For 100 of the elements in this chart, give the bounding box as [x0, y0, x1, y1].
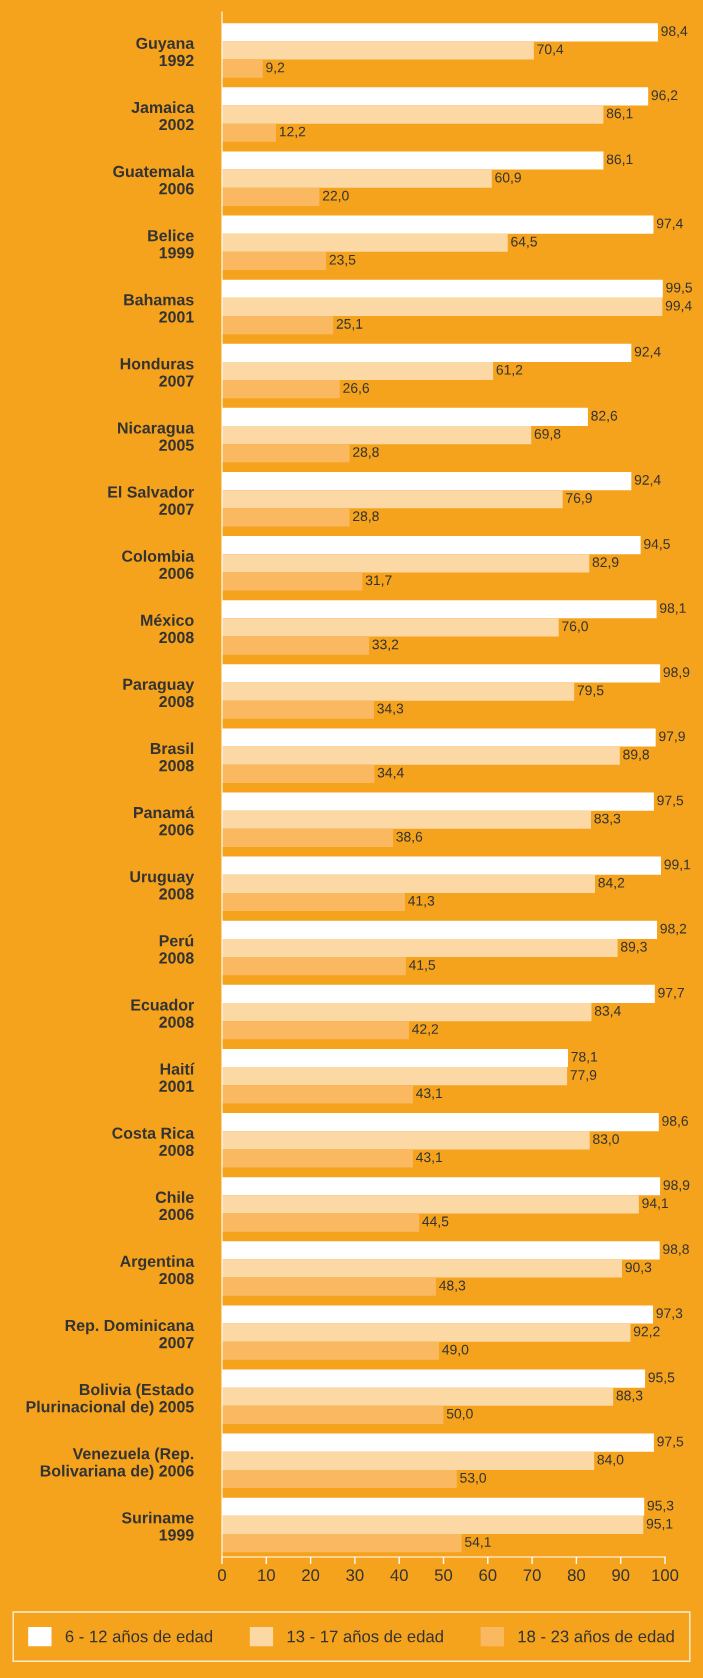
bar [222, 572, 363, 591]
x-tick-label: 90 [612, 1569, 630, 1582]
x-tick-label: 80 [567, 1569, 586, 1582]
bar [222, 618, 559, 637]
data-label: 34,3 [377, 703, 404, 716]
data-label: 98,9 [663, 1180, 690, 1192]
bar [222, 1003, 592, 1022]
bar [222, 828, 393, 848]
bar [222, 105, 604, 124]
data-label: 98,2 [660, 923, 687, 936]
data-label: 26,6 [343, 383, 370, 395]
bar [222, 297, 663, 316]
data-label: 54,1 [465, 1537, 491, 1549]
bar [222, 251, 327, 271]
data-label: 97,5 [657, 795, 684, 807]
y-tick-label: Colombia 2006 [122, 550, 195, 580]
bar [222, 1067, 568, 1086]
bar [222, 938, 618, 958]
data-label: 84,2 [598, 877, 625, 890]
y-tick-label: Perú 2008 [159, 934, 194, 964]
legend-label: 6 - 12 años de edad [65, 1630, 213, 1643]
data-label: 78,1 [571, 1051, 598, 1064]
bar [222, 187, 320, 206]
data-label: 34,4 [377, 767, 404, 780]
bar [222, 315, 334, 335]
data-label: 89,3 [620, 941, 647, 954]
data-label: 98,8 [663, 1244, 689, 1256]
bar [222, 233, 508, 252]
bar [222, 1405, 444, 1424]
bar [222, 700, 374, 719]
x-tick-label: 60 [479, 1569, 497, 1582]
data-label: 92,2 [633, 1326, 660, 1338]
x-tick-label: 0 [218, 1569, 226, 1582]
data-label: 53,0 [460, 1472, 487, 1485]
bar [222, 123, 277, 142]
data-label: 95,1 [646, 1518, 673, 1531]
data-label: 38,6 [396, 831, 423, 844]
bar [222, 59, 263, 78]
y-tick-label: Brasil 2008 [150, 742, 194, 772]
bar [222, 361, 494, 381]
bar [222, 810, 592, 829]
data-label: 83,3 [594, 813, 621, 826]
bar [222, 1085, 413, 1104]
x-tick-label: 100 [652, 1569, 679, 1582]
data-label: 97,4 [656, 218, 683, 230]
data-label: 97,7 [658, 987, 684, 1000]
x-tick-label: 40 [390, 1569, 408, 1582]
data-label: 92,4 [634, 474, 661, 487]
data-label: 31,7 [365, 575, 392, 587]
data-label: 99,5 [666, 282, 693, 295]
legend-label: 18 - 23 años de edad [518, 1630, 674, 1643]
data-label: 82,9 [592, 557, 619, 569]
data-label: 41,3 [408, 895, 435, 908]
data-label: 98,9 [663, 667, 690, 679]
data-label: 76,0 [562, 621, 588, 633]
bar [222, 1277, 436, 1296]
y-tick-label: Bolivia (Estado Plurinacional de) 2005 [26, 1383, 194, 1416]
x-tick-label: 70 [523, 1569, 541, 1582]
y-tick-label: Bahamas 2001 [124, 293, 194, 323]
data-label: 95,3 [647, 1500, 674, 1513]
data-label: 50,0 [446, 1408, 473, 1421]
data-label: 97,5 [657, 1436, 684, 1449]
y-tick-label: Paraguay 2008 [123, 678, 195, 708]
bar [222, 444, 350, 463]
y-tick-label: Costa Rica 2008 [112, 1127, 195, 1156]
data-label: 98,6 [662, 1116, 688, 1128]
y-tick-label: Honduras 2007 [120, 357, 194, 387]
data-label: 43,1 [416, 1088, 443, 1100]
y-tick-label: Argentina 2008 [120, 1255, 195, 1285]
y-tick-label: Venezuela (Rep. Bolivariana de) 2006 [40, 1447, 194, 1480]
data-label: 97,3 [656, 1308, 683, 1320]
bar [222, 554, 590, 573]
bar [222, 380, 340, 399]
data-label: 44,5 [422, 1216, 449, 1228]
data-label: 88,3 [616, 1390, 643, 1403]
bar [222, 169, 492, 188]
y-tick-label: Panamá 2006 [134, 806, 195, 836]
data-label: 97,9 [659, 731, 685, 743]
data-label: 98,1 [660, 603, 686, 615]
data-label: 94,5 [644, 539, 670, 551]
bar [222, 1469, 457, 1489]
bar [222, 682, 575, 701]
bar [222, 636, 370, 655]
data-label: 49,0 [442, 1344, 469, 1357]
bar [222, 1387, 614, 1406]
bar [222, 1213, 420, 1232]
data-label: 84,0 [597, 1454, 624, 1467]
data-label: 79,5 [577, 685, 604, 697]
data-label: 95,5 [648, 1372, 675, 1384]
data-label: 69,8 [534, 429, 561, 441]
bar [222, 1515, 644, 1535]
data-label: 90,3 [625, 1262, 652, 1274]
x-tick-label: 10 [258, 1569, 275, 1582]
data-label: 94,1 [642, 1198, 668, 1210]
y-tick-label: Ecuador 2008 [131, 998, 194, 1028]
data-label: 86,1 [606, 108, 633, 120]
legend-label: 13 - 17 años de edad [287, 1630, 443, 1643]
data-label: 23,5 [329, 254, 356, 267]
y-tick-label: México 2008 [141, 614, 194, 644]
bar [222, 1259, 623, 1278]
